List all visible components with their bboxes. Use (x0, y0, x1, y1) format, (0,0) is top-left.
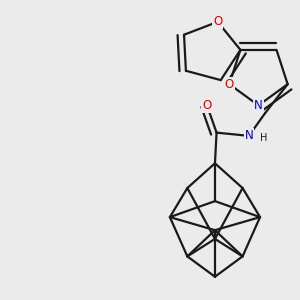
Text: O: O (225, 78, 234, 91)
Text: N: N (254, 99, 263, 112)
Text: H: H (260, 134, 268, 143)
Text: O: O (202, 99, 212, 112)
Text: N: N (244, 129, 253, 142)
Text: O: O (213, 15, 222, 28)
